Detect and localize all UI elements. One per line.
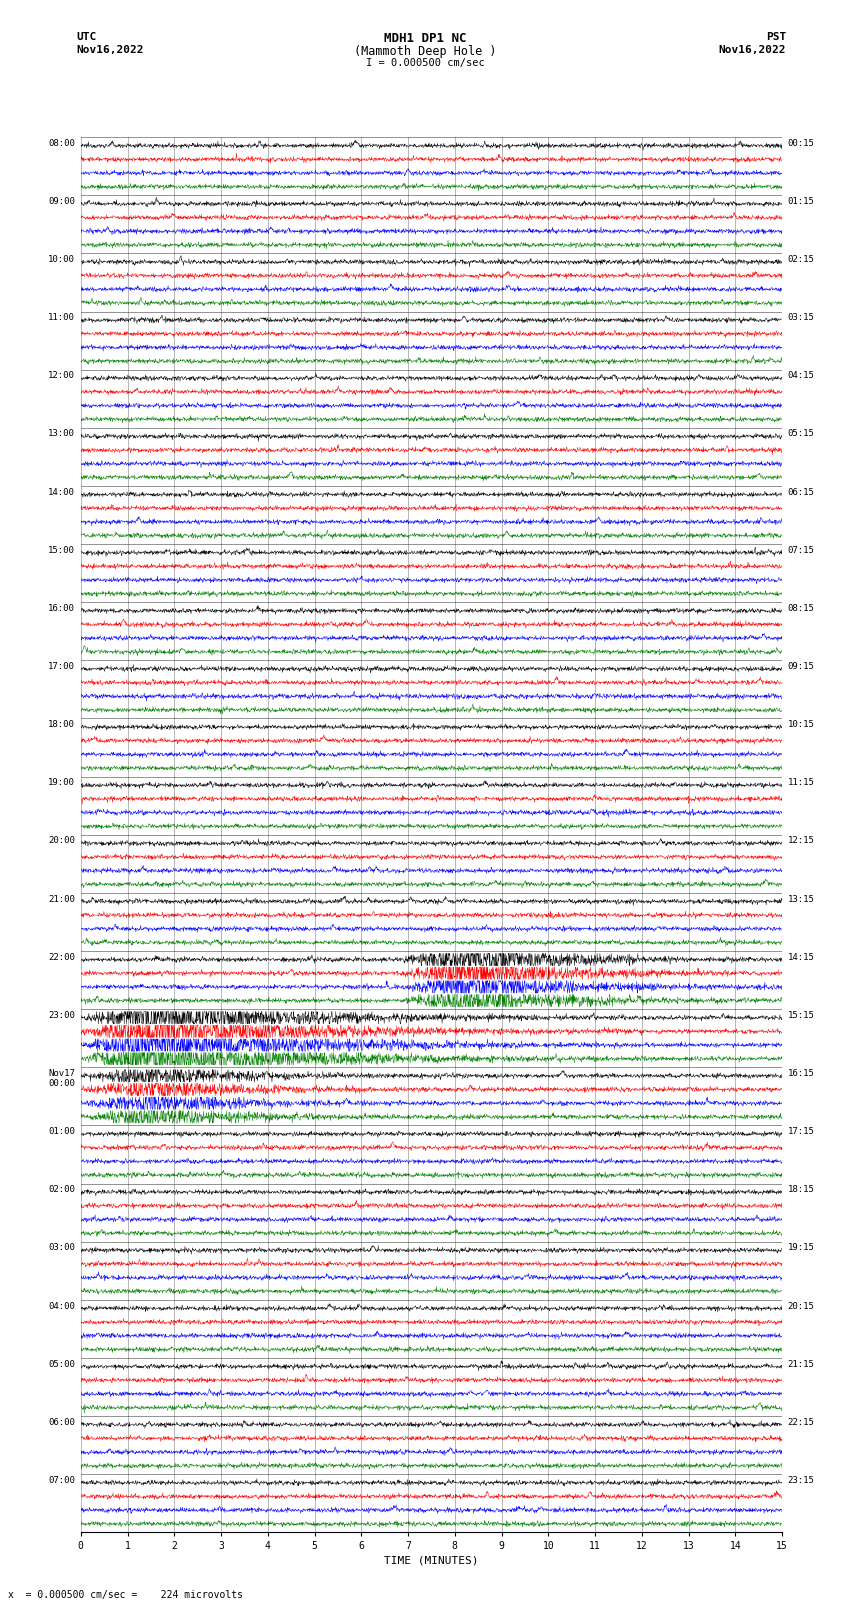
Text: x  = 0.000500 cm/sec =    224 microvolts: x = 0.000500 cm/sec = 224 microvolts	[8, 1590, 243, 1600]
Text: Nov16,2022: Nov16,2022	[719, 45, 786, 55]
Text: I = 0.000500 cm/sec: I = 0.000500 cm/sec	[366, 58, 484, 68]
Text: UTC: UTC	[76, 32, 97, 42]
Text: (Mammoth Deep Hole ): (Mammoth Deep Hole )	[354, 45, 496, 58]
Text: Nov16,2022: Nov16,2022	[76, 45, 144, 55]
X-axis label: TIME (MINUTES): TIME (MINUTES)	[384, 1555, 479, 1566]
Text: PST: PST	[766, 32, 786, 42]
Text: MDH1 DP1 NC: MDH1 DP1 NC	[383, 32, 467, 45]
